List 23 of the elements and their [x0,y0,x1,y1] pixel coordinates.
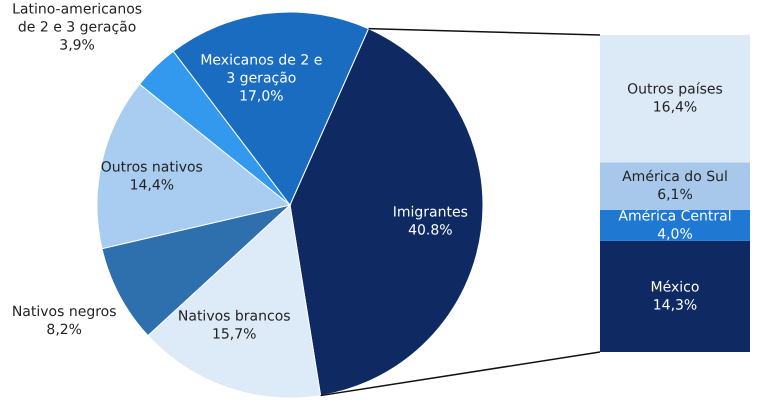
data-label: 6,1% [657,186,693,203]
slice-label: Nativos brancos [178,308,291,324]
bar [600,162,750,210]
slice-label: Nativos negros [12,304,117,320]
data-label: 14,4% [130,178,174,194]
slice-label: Mexicanos de 2 e 3 geração [200,52,322,86]
data-label: 14,3% [652,297,698,314]
series-label: América Central [618,208,732,224]
data-label: 17,0% [239,88,284,104]
slice-label: Latino-americanos de 2 e 3 geração [12,1,142,36]
data-label: 40.8% [408,222,453,238]
bar [600,240,750,352]
series-label: América do Sul [622,168,728,185]
series-label: México [650,279,700,296]
slice-label: Imigrantes [392,204,468,220]
series-label: Outros países [627,82,723,98]
data-label: 15,7% [212,326,256,342]
data-label: 4,0% [657,226,693,242]
data-label: 8,2% [46,322,82,338]
bar [600,35,750,162]
data-label: 3,9% [59,37,95,54]
data-label: 16,4% [652,100,698,116]
slice-label: Outros nativos [100,160,203,176]
